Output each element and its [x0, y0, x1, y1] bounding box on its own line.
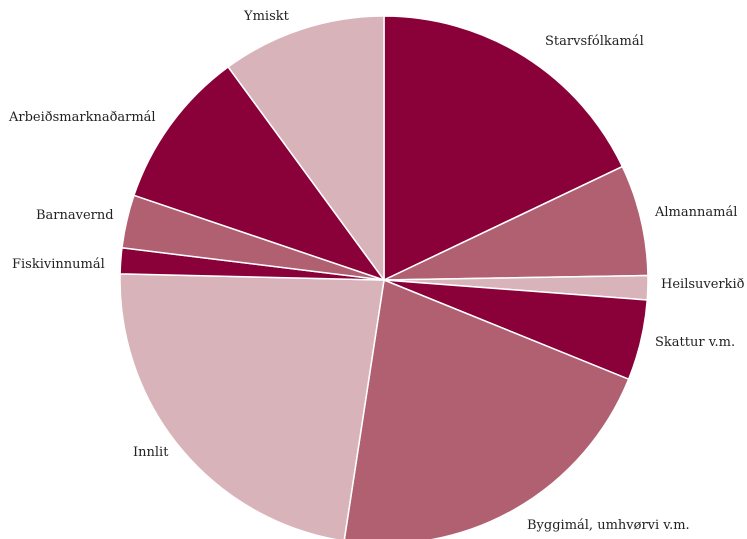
pie-slice-starvsfolkamal — [383, 15, 624, 282]
slice-label-skattur-v-m: Skattur v.m. — [655, 335, 735, 350]
slice-label-arbei-smarkna-armal: Arbeiðsmarknaðarmál — [8, 110, 156, 125]
slice-label-almannamal: Almannamál — [654, 205, 737, 220]
pie-slice-almannamal — [383, 165, 649, 281]
pie-slice-byggimal-umhv-rvi-v-m — [343, 278, 630, 539]
slice-label-fiskivinnumal: Fiskivinnumál — [12, 257, 105, 272]
slice-label-innlit: Innlit — [133, 445, 169, 460]
slice-label-starvsfolkamal: Starvsfólkamál — [545, 34, 644, 49]
slice-label-barnavernd: Barnavernd — [36, 208, 114, 223]
slice-label-heilsuverki: Heilsuverkið — [661, 277, 745, 292]
slices-layer — [119, 15, 649, 539]
pie-slice-innlit — [119, 273, 385, 539]
pie-slice-ymiskt — [227, 15, 385, 283]
pie-slice-arbei-smarkna-armal — [132, 65, 387, 282]
labels-layer: Starvsfólkamál Almannamál Heilsuverkið Skat… — [8, 9, 745, 533]
slice-label-ymiskt: Ymiskt — [243, 9, 290, 24]
slice-label-byggimal-umhv-rvi-v-m: Byggimál, umhvørvi v.m. — [527, 518, 690, 533]
